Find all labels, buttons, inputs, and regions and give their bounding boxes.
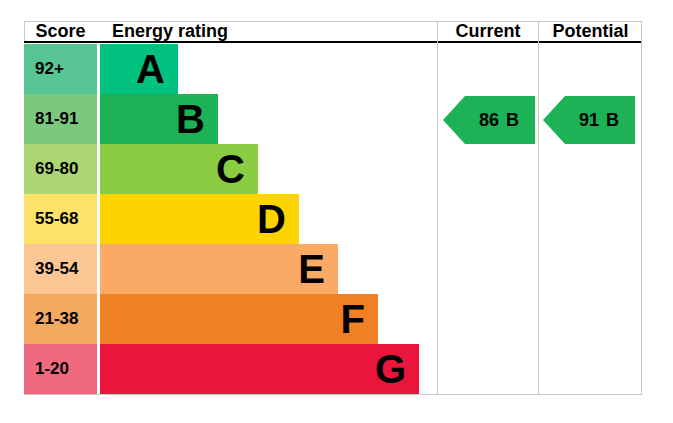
score-range-f: 21-38 [24, 294, 97, 344]
table-bottom-border [24, 394, 642, 395]
score-range-g: 1-20 [24, 344, 97, 394]
rating-letter-c: C [216, 149, 245, 189]
rating-row-c: 69-80 C [0, 144, 673, 194]
score-column-header: Score [24, 22, 97, 41]
potential-column-divider [538, 21, 539, 395]
current-rating-value: 86 [479, 110, 499, 131]
rating-row-f: 21-38 F [0, 294, 673, 344]
rating-bar-g: G [100, 344, 419, 394]
rating-letter-e: E [298, 249, 325, 289]
rating-bar-c: C [100, 144, 258, 194]
rating-letter-f: F [341, 299, 365, 339]
rating-row-d: 55-68 D [0, 194, 673, 244]
score-range-c: 69-80 [24, 144, 97, 194]
current-column-header: Current [438, 22, 538, 41]
table-right-border [641, 21, 642, 395]
score-range-a: 92+ [24, 44, 97, 94]
rating-bar-e: E [100, 244, 338, 294]
rating-bar-f: F [100, 294, 378, 344]
score-range-e: 39-54 [24, 244, 97, 294]
header-bottom-border [24, 41, 642, 43]
score-range-b: 81-91 [24, 94, 97, 144]
epc-energy-rating-chart: Score Energy rating Current Potential 92… [0, 0, 673, 423]
rating-row-a: 92+ A [0, 44, 673, 94]
score-range-d: 55-68 [24, 194, 97, 244]
rating-bar-b: B [100, 94, 218, 144]
rating-bar-d: D [100, 194, 299, 244]
rating-letter-b: B [176, 99, 205, 139]
rating-row-g: 1-20 G [0, 344, 673, 394]
potential-rating-letter: B [606, 110, 619, 131]
potential-column-header: Potential [539, 22, 642, 41]
current-rating-letter: B [506, 110, 519, 131]
current-column-divider [437, 21, 438, 395]
rating-row-e: 39-54 E [0, 244, 673, 294]
rating-letter-a: A [136, 49, 165, 89]
energy-rating-column-header: Energy rating [112, 22, 228, 41]
rating-letter-d: D [257, 199, 286, 239]
rating-bar-a: A [100, 44, 178, 94]
potential-rating-value: 91 [579, 110, 599, 131]
rating-letter-g: G [375, 349, 406, 389]
